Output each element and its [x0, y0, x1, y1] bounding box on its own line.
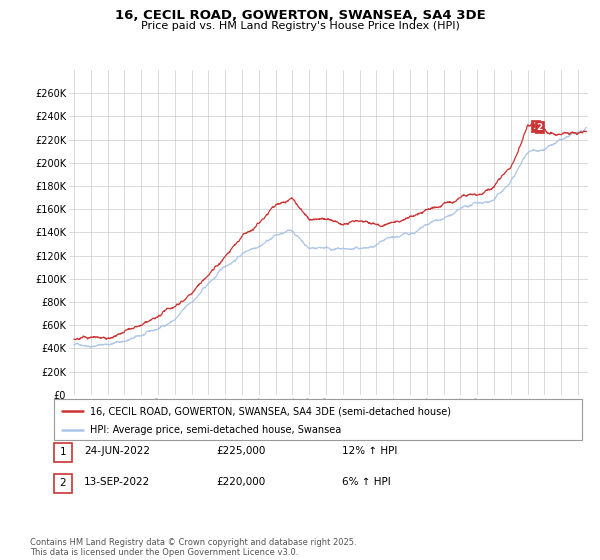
- Text: 13-SEP-2022: 13-SEP-2022: [84, 477, 150, 487]
- Text: 2: 2: [536, 123, 542, 132]
- Text: Contains HM Land Registry data © Crown copyright and database right 2025.
This d: Contains HM Land Registry data © Crown c…: [30, 538, 356, 557]
- FancyBboxPatch shape: [54, 474, 72, 493]
- Text: 16, CECIL ROAD, GOWERTON, SWANSEA, SA4 3DE: 16, CECIL ROAD, GOWERTON, SWANSEA, SA4 3…: [115, 9, 485, 22]
- Text: Price paid vs. HM Land Registry's House Price Index (HPI): Price paid vs. HM Land Registry's House …: [140, 21, 460, 31]
- Text: 1: 1: [532, 122, 539, 130]
- Text: HPI: Average price, semi-detached house, Swansea: HPI: Average price, semi-detached house,…: [90, 426, 341, 435]
- FancyBboxPatch shape: [54, 399, 582, 440]
- Text: £225,000: £225,000: [216, 446, 265, 456]
- Text: £220,000: £220,000: [216, 477, 265, 487]
- Text: 6% ↑ HPI: 6% ↑ HPI: [342, 477, 391, 487]
- Text: 16, CECIL ROAD, GOWERTON, SWANSEA, SA4 3DE (semi-detached house): 16, CECIL ROAD, GOWERTON, SWANSEA, SA4 3…: [90, 407, 451, 417]
- Text: 12% ↑ HPI: 12% ↑ HPI: [342, 446, 397, 456]
- Text: 24-JUN-2022: 24-JUN-2022: [84, 446, 150, 456]
- FancyBboxPatch shape: [54, 443, 72, 462]
- Text: 1: 1: [59, 447, 67, 458]
- Text: 2: 2: [59, 478, 67, 488]
